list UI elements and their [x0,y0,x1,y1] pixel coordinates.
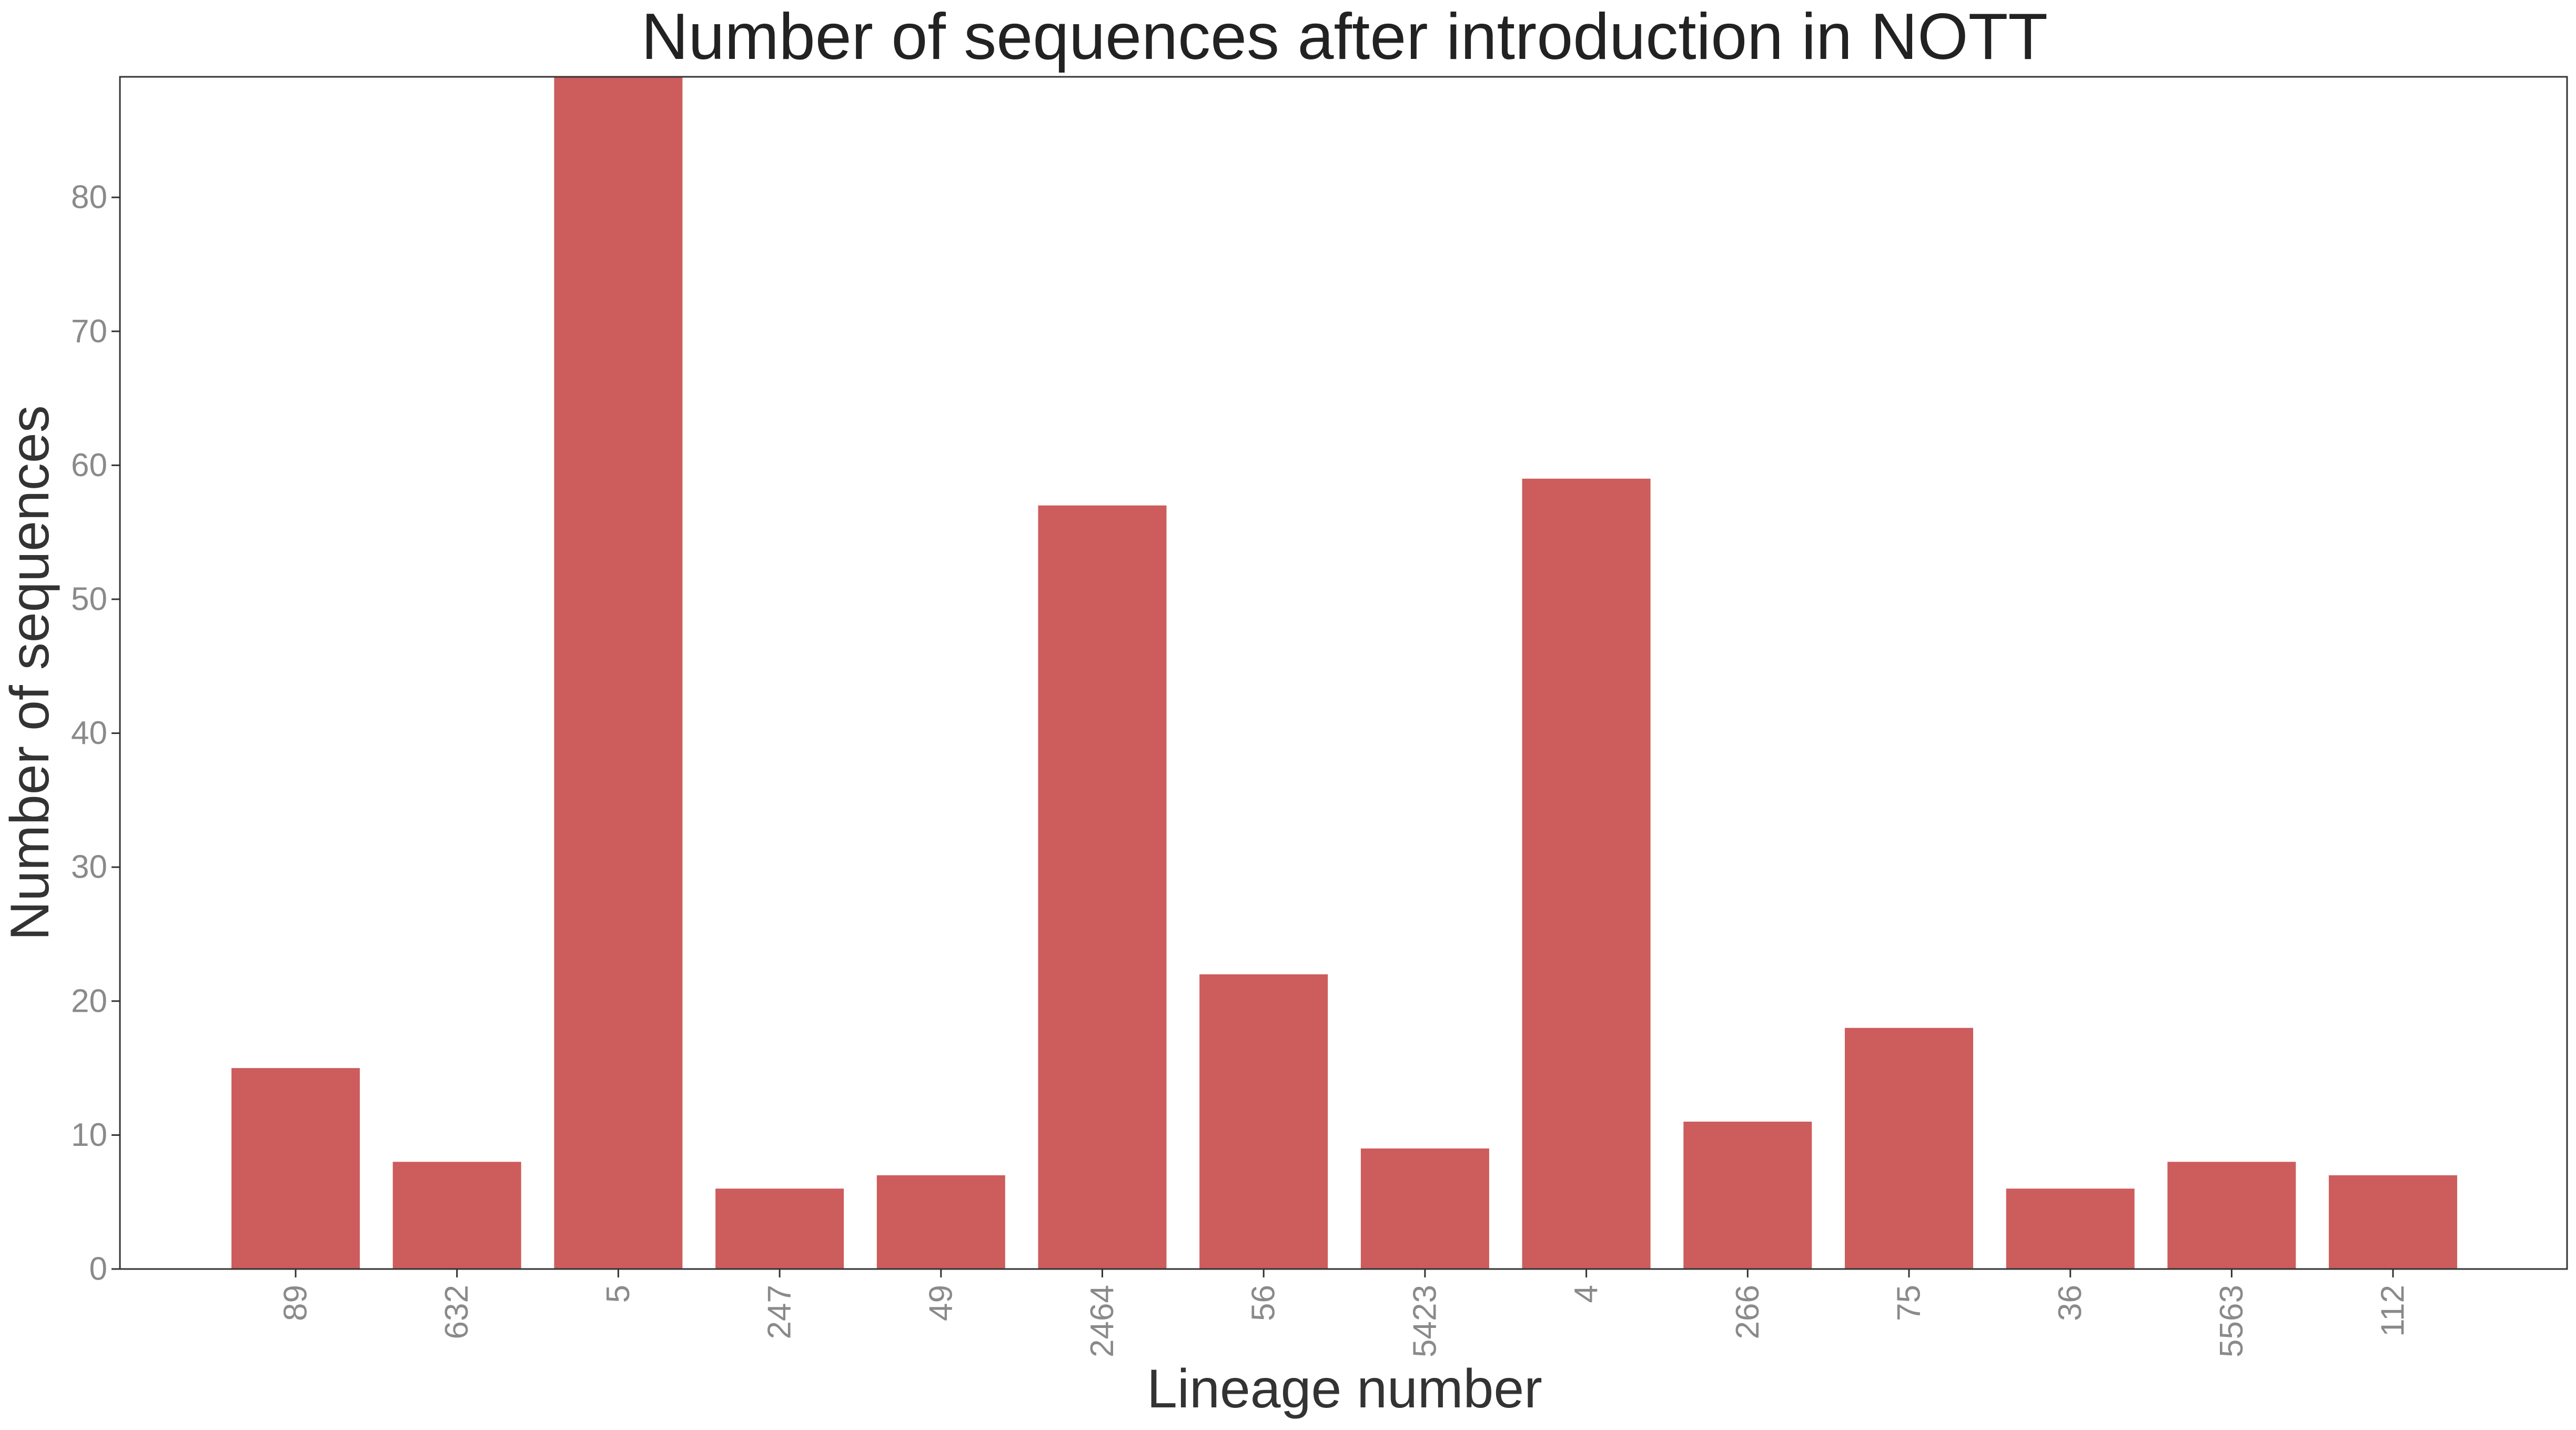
bar-75 [1845,1028,1973,1269]
bar-36 [2006,1189,2135,1269]
x-tick-label: 5423 [1407,1285,1443,1357]
y-tick-label: 60 [71,447,107,484]
bar-5563 [2167,1162,2296,1269]
x-tick-label: 247 [762,1285,798,1339]
x-tick-label: 49 [923,1285,959,1321]
bar-5423 [1360,1148,1489,1269]
y-tick-label: 0 [89,1251,107,1287]
y-tick-label: 40 [71,715,107,751]
x-tick-label: 266 [1730,1285,1766,1339]
y-tick-label: 10 [71,1117,107,1153]
x-tick-label: 5 [600,1285,637,1303]
bar-632 [392,1162,521,1269]
x-tick-label: 5563 [2214,1285,2250,1357]
bar-266 [1683,1121,1812,1269]
plot-frame [119,76,2568,1270]
bars-layer [231,77,2458,1270]
x-tick-label: 4 [1568,1285,1604,1303]
bar-4 [1522,478,1651,1269]
y-tick-label: 30 [71,849,107,885]
y-tick-label: 20 [71,983,107,1019]
bar-56 [1199,974,1328,1269]
bar-89 [231,1068,360,1269]
y-axis-title: Number of sequences [0,405,60,940]
y-axis: 0 10 20 30 40 50 60 70 80 [71,179,120,1287]
bar-247 [715,1189,844,1269]
x-tick-label: 36 [2052,1285,2088,1321]
y-tick-label: 70 [71,313,107,349]
bar-112 [2329,1175,2458,1269]
x-tick-label: 89 [278,1285,314,1321]
y-tick-label: 80 [71,179,107,216]
x-tick-label: 112 [2375,1285,2411,1337]
x-axis: 89 632 5 247 49 2464 56 5423 4 266 75 36 5563 112 [278,1269,2411,1357]
bar-5 [554,77,683,1269]
x-axis-title: Lineage number [1147,1358,1542,1419]
x-tick-label: 632 [439,1285,475,1339]
bar-49 [876,1175,1005,1269]
chart-title: Number of sequences after introduction i… [641,1,2048,73]
y-tick-label: 50 [71,581,107,617]
bar-2464 [1038,505,1167,1270]
x-tick-label: 56 [1246,1285,1282,1321]
x-tick-label: 75 [1891,1285,1927,1321]
x-tick-label: 2464 [1084,1285,1120,1357]
